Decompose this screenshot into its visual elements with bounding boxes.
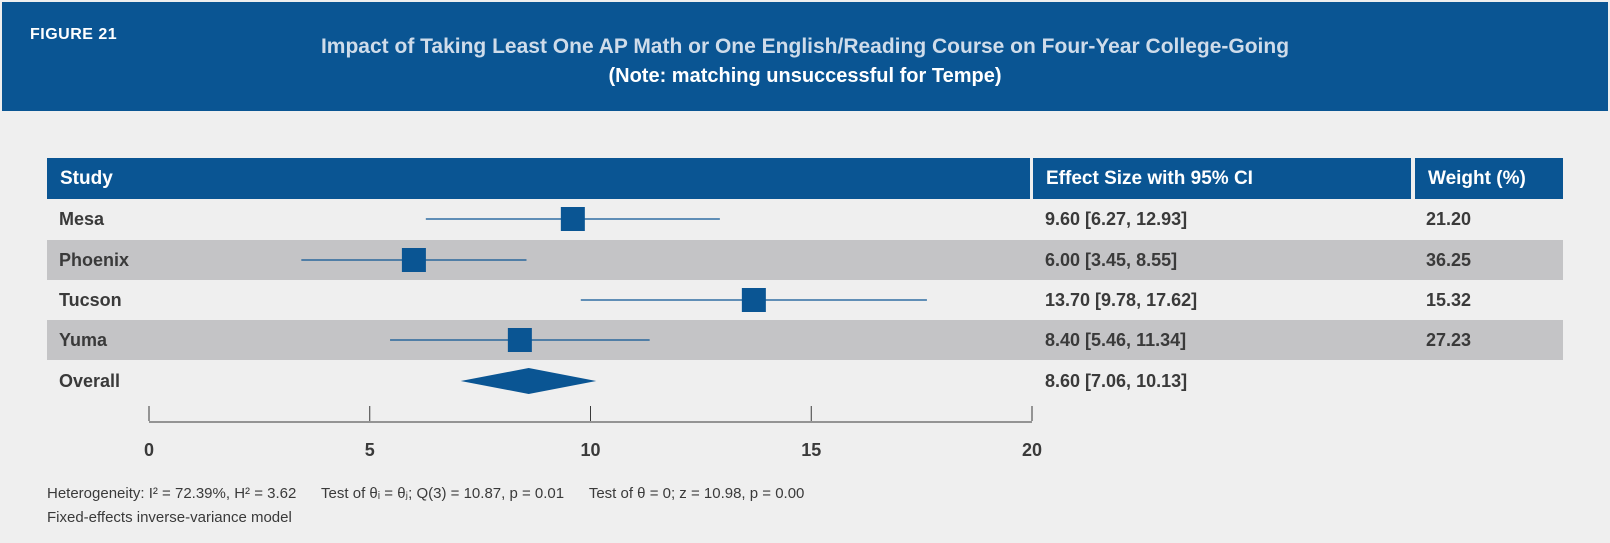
weight-yuma: 27.23 [1426,330,1472,350]
column-header-weight: Weight (%) [1415,158,1563,199]
effect-label-phoenix: 6.00 [3.45, 8.55] [1045,250,1178,270]
x-tick-label-5: 5 [365,440,375,460]
figure-header: FIGURE 21 Impact of Taking Least One AP … [2,2,1608,111]
effect-label-mesa: 9.60 [6.27, 12.93] [1045,209,1188,229]
weight-tucson: 15.32 [1426,290,1472,310]
effect-label-yuma: 8.40 [5.46, 11.34] [1045,330,1187,350]
x-tick-label-0: 0 [144,440,154,460]
x-tick-label-20: 20 [1022,440,1042,460]
overall-name: Overall [59,371,121,391]
row-band-phoenix [47,240,1563,280]
x-tick-label-15: 15 [801,440,821,460]
point-marker-phoenix [401,248,426,272]
study-name-tucson: Tucson [59,290,122,310]
point-marker-mesa [560,207,585,231]
model-footnote: Fixed-effects inverse-variance model [47,509,292,526]
weight-mesa: 21.20 [1426,209,1472,229]
heterogeneity-footnote: Heterogeneity: I² = 72.39%, H² = 3.62 Te… [47,485,805,502]
chart-subtitle: (Note: matching unsuccessful for Tempe) [608,65,1002,87]
column-header-study: Study [47,158,1030,199]
overall-diamond [460,368,597,394]
column-header-effect: Effect Size with 95% CI [1033,158,1411,199]
study-name-phoenix: Phoenix [59,250,130,270]
point-marker-tucson [741,288,766,312]
weight-phoenix: 36.25 [1426,250,1472,270]
study-name-mesa: Mesa [59,209,105,229]
row-band-yuma [47,320,1563,360]
x-tick-label-10: 10 [580,440,600,460]
study-name-yuma: Yuma [59,330,108,350]
point-marker-yuma [507,328,532,352]
effect-label-tucson: 13.70 [9.78, 17.62] [1045,290,1198,310]
overall-effect-label: 8.60 [7.06, 10.13] [1045,371,1188,391]
chart-title: Impact of Taking Least One AP Math or On… [320,35,1290,58]
figure-label: FIGURE 21 [30,26,118,43]
